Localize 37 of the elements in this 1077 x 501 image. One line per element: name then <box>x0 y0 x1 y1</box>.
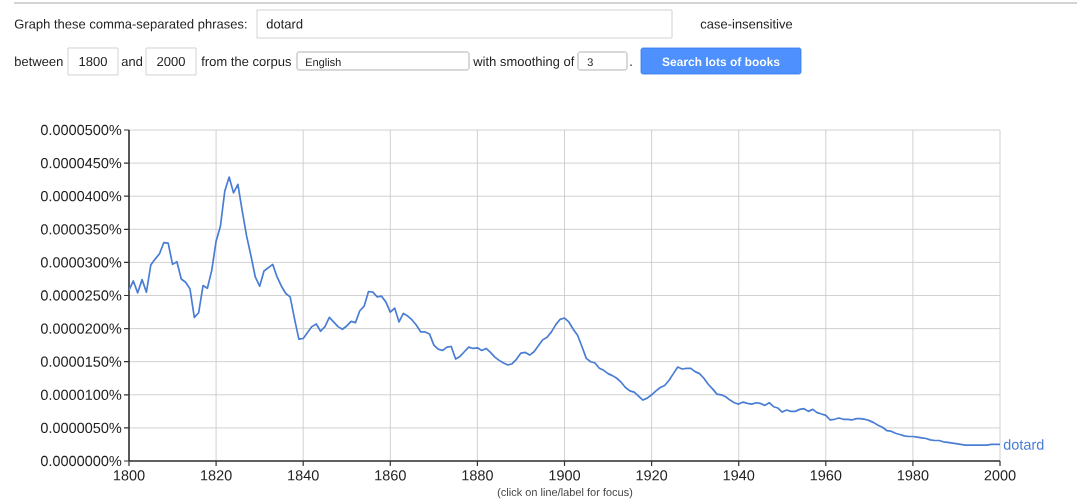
x-tick-label: 1820 <box>201 470 232 481</box>
text: dotard <box>266 19 303 29</box>
text: with smoothing of <box>473 56 575 69</box>
y-tick-label: 0.0000500% <box>40 124 122 136</box>
x-tick-label: 1960 <box>810 470 842 481</box>
y-tick-label: 0.0000450% <box>40 157 122 169</box>
y-tick-label: 0.0000250% <box>40 290 122 301</box>
y-tick-label: 0.0000050% <box>40 422 122 434</box>
y-tick-label: 0.0000100% <box>40 389 122 400</box>
text: case-insensitive <box>700 19 793 29</box>
text: Search lots of books <box>662 57 780 67</box>
y-tick-label: 0.0000350% <box>40 224 122 235</box>
text: Graph these comma-separated phrases: <box>14 19 247 32</box>
text: 2000 <box>157 56 185 67</box>
x-tick-label: 1860 <box>375 470 406 481</box>
y-tick-label: 0.0000000% <box>40 455 122 467</box>
y-tick-label: 0.0000300% <box>40 257 122 268</box>
x-tick-label: 1800 <box>113 470 145 481</box>
x-tick-label: 2000 <box>984 470 1016 481</box>
text: . <box>630 64 632 66</box>
text: 1800 <box>79 56 107 67</box>
x-tick-label: 1900 <box>549 470 581 481</box>
series-label: dotard <box>1003 439 1044 450</box>
x-tick-label: 1920 <box>636 470 668 481</box>
y-tick-label: 0.0000150% <box>40 356 122 367</box>
y-tick-label: 0.0000200% <box>40 323 122 334</box>
x-tick-label: 1840 <box>288 470 319 481</box>
text: (click on line/label for focus) <box>497 488 633 499</box>
x-tick-label: 1940 <box>723 470 755 481</box>
text: English <box>306 58 341 69</box>
x-tick-label: 1880 <box>462 470 493 481</box>
text: 3 <box>587 58 593 67</box>
text: between <box>15 56 63 67</box>
y-tick-label: 0.0000400% <box>40 191 122 202</box>
text: and <box>121 56 143 67</box>
text: from the corpus <box>201 56 292 69</box>
x-tick-label: 1980 <box>897 470 929 481</box>
